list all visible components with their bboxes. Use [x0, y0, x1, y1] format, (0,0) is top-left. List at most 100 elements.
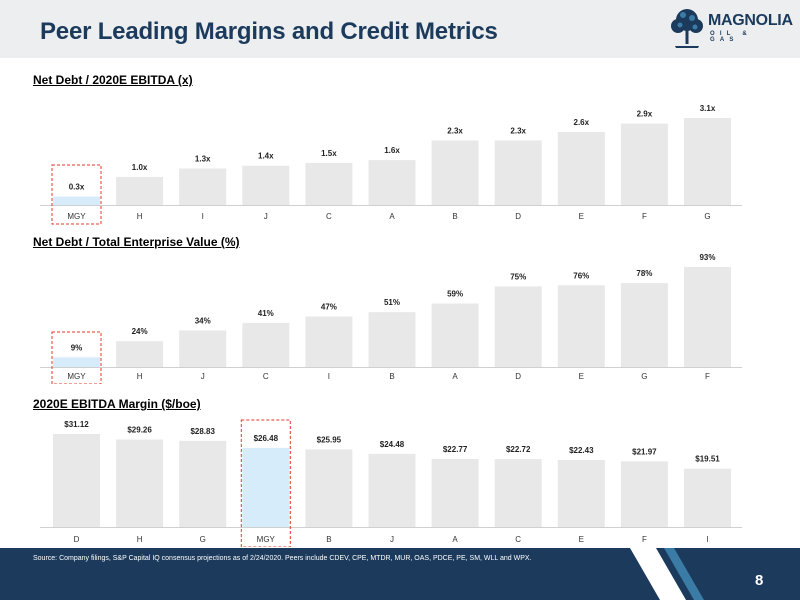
- bar-e: [557, 132, 605, 205]
- data-label: 93%: [699, 253, 715, 262]
- data-label: 9%: [71, 343, 83, 352]
- source-note: Source: Company filings, S&P Capital IQ …: [33, 555, 532, 562]
- data-label: $22.43: [569, 446, 594, 455]
- category-label: I: [328, 372, 330, 381]
- data-label: 51%: [384, 298, 400, 307]
- data-label: $26.48: [254, 434, 279, 443]
- category-label: H: [137, 212, 143, 221]
- highlight-box: [240, 419, 291, 547]
- tree-icon: [671, 9, 703, 48]
- data-label: 24%: [132, 327, 148, 336]
- net-debt-tev-chart: 9% MGY 24% H 34% J 41% C 47% I 51% B 59% A 75% D 76% E 78%…: [40, 253, 742, 384]
- bar-b: [305, 449, 353, 527]
- category-label: J: [390, 535, 394, 544]
- bar-f: [620, 461, 668, 527]
- data-label: 78%: [636, 269, 652, 278]
- data-label: $19.51: [695, 455, 720, 464]
- highlight-box: [51, 331, 102, 384]
- data-label: 75%: [510, 272, 526, 281]
- highlight-box: [51, 164, 102, 225]
- ebitda-margin-chart: $31.12 D $29.26 H $28.83 G $26.48 MGY $25.95 B $24…: [40, 419, 742, 547]
- category-label: F: [705, 372, 710, 381]
- data-label: 34%: [195, 316, 211, 325]
- data-label: 1.4x: [258, 152, 274, 161]
- bar-mgy: [53, 357, 100, 367]
- data-label: 59%: [447, 290, 463, 299]
- category-label: MGY: [67, 372, 86, 381]
- category-label: E: [579, 212, 584, 221]
- category-label: D: [515, 372, 521, 381]
- data-label: 3.1x: [700, 104, 716, 113]
- data-label: 2.9x: [637, 110, 653, 119]
- category-label: A: [452, 372, 458, 381]
- data-label: 1.6x: [384, 146, 400, 155]
- category-label: G: [200, 535, 206, 544]
- bar-c: [305, 162, 353, 205]
- category-label: H: [137, 535, 143, 544]
- bar-a: [431, 458, 479, 527]
- data-label: 76%: [573, 271, 589, 280]
- data-label: 1.0x: [132, 163, 148, 172]
- bar-g: [620, 283, 668, 367]
- bar-h: [116, 176, 164, 205]
- bar-a: [431, 303, 479, 367]
- category-label: I: [706, 535, 708, 544]
- data-label: 0.3x: [69, 183, 85, 192]
- data-label: $22.77: [443, 445, 468, 454]
- data-label: 47%: [321, 302, 337, 311]
- bar-mgy: [53, 196, 100, 205]
- chart-1-title: Net Debt / 2020E EBITDA (x): [33, 73, 193, 87]
- data-label: 1.3x: [195, 155, 211, 164]
- footer-accent: [630, 548, 704, 600]
- category-label: D: [74, 535, 80, 544]
- page-number: 8: [755, 572, 764, 589]
- category-label: B: [326, 535, 331, 544]
- category-label: A: [389, 212, 395, 221]
- bar-d: [494, 286, 542, 367]
- category-label: G: [641, 372, 647, 381]
- data-label: 2.6x: [574, 118, 590, 127]
- data-label: $22.72: [506, 445, 531, 454]
- chart-2-title: Net Debt / Total Enterprise Value (%): [33, 235, 240, 249]
- bar-mgy: [242, 447, 290, 527]
- logo-name: MAGNOLIA: [708, 12, 793, 29]
- bar-h: [116, 341, 164, 367]
- bar-e: [557, 285, 605, 367]
- bar-c: [242, 322, 290, 367]
- category-label: E: [579, 535, 584, 544]
- category-label: J: [264, 212, 268, 221]
- data-label: 2.3x: [510, 126, 526, 135]
- bar-b: [431, 140, 479, 205]
- bar-f: [684, 267, 731, 367]
- bar-j: [242, 165, 290, 205]
- bar-i: [179, 168, 227, 205]
- category-label: C: [263, 372, 269, 381]
- data-label: 41%: [258, 309, 274, 318]
- slide-title: Peer Leading Margins and Credit Metrics: [40, 18, 498, 45]
- slide-header: [0, 0, 800, 58]
- category-label: D: [515, 212, 521, 221]
- bar-a: [368, 160, 416, 205]
- category-label: MGY: [257, 535, 276, 544]
- bar-j: [368, 453, 416, 527]
- bar-i: [684, 468, 731, 527]
- data-label: $24.48: [380, 440, 405, 449]
- category-label: J: [201, 372, 205, 381]
- category-label: C: [326, 212, 332, 221]
- logo-subtitle: OIL & GAS: [710, 31, 752, 43]
- category-label: B: [389, 372, 394, 381]
- chart-3-title: 2020E EBITDA Margin ($/boe): [33, 397, 201, 411]
- data-label: 2.3x: [447, 126, 463, 135]
- category-label: F: [642, 535, 647, 544]
- category-label: C: [515, 535, 521, 544]
- bar-j: [179, 330, 227, 367]
- bar-g: [684, 118, 731, 205]
- category-label: MGY: [67, 212, 86, 221]
- net-debt-ebitda-chart: 0.3x MGY 1.0x H 1.3x I 1.4x J 1.5x C 1.6x A 2.3x B 2.3…: [40, 104, 742, 225]
- data-label: $29.26: [127, 426, 152, 435]
- bar-f: [620, 123, 668, 205]
- bar-g: [179, 440, 227, 527]
- category-label: I: [202, 212, 204, 221]
- category-label: F: [642, 212, 647, 221]
- data-label: $28.83: [190, 427, 215, 436]
